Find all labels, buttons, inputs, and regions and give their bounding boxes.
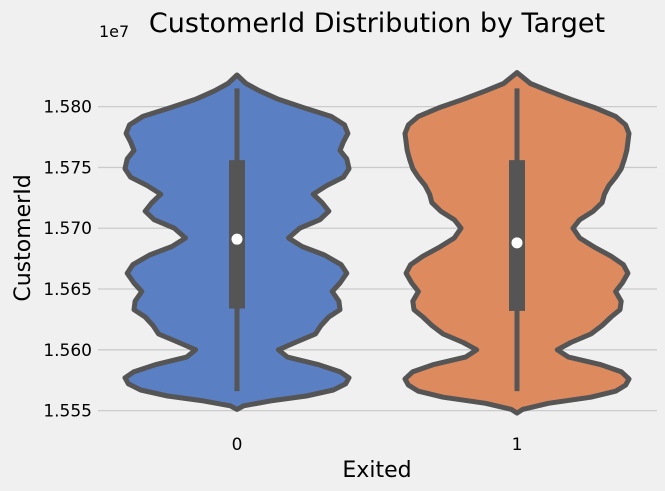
median-dot-0 [231,233,243,245]
y-tick-label: 1.575 [43,158,92,178]
y-tick-labels: 1.555 1.560 1.565 1.570 1.575 1.580 [43,98,92,422]
y-tick-label: 1.560 [43,341,92,361]
y-offset-label: 1e7 [99,22,129,41]
violins [122,70,632,416]
median-dot-1 [511,237,523,249]
y-tick-label: 1.565 [43,280,92,300]
y-tick-label: 1.570 [43,219,92,239]
x-axis-label: Exited [342,458,411,483]
y-tick-label: 1.555 [43,402,92,422]
x-tick-label: 1 [512,435,523,455]
iqr-box-1 [509,160,525,311]
x-tick-label: 0 [232,435,243,455]
y-tick-label: 1.580 [43,98,92,118]
chart-title: CustomerId Distribution by Target [149,8,605,39]
y-axis-label: CustomerId [11,174,36,301]
